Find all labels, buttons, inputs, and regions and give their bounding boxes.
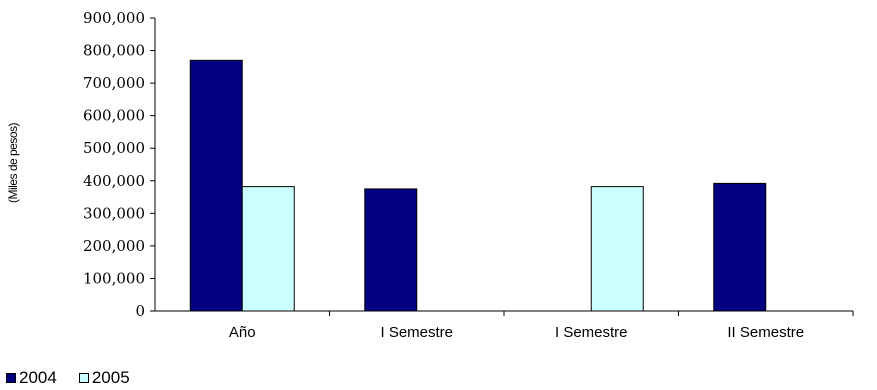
- y-axis-ticks: 0 100,000 200,000 300,000 400,000 500,000 600,…: [83, 9, 155, 320]
- y-tick-label: 700,000: [83, 74, 145, 92]
- y-tick-label: 800,000: [83, 42, 145, 60]
- bar-2005-0: [241, 186, 295, 312]
- bars: [189, 59, 767, 312]
- x-tick-label: I Semestre: [555, 324, 628, 341]
- y-tick-label: 400,000: [83, 172, 145, 190]
- y-tick-label: 200,000: [83, 237, 145, 255]
- legend-item-2005: 2005: [78, 368, 130, 388]
- legend-label-2004: 2004: [19, 368, 57, 387]
- y-tick-label: 100,000: [83, 269, 145, 287]
- y-tick-label: 900,000: [83, 9, 145, 27]
- x-axis-ticks: Año I Semestre I Semestre II Semestre: [229, 311, 854, 341]
- x-tick-label: Año: [229, 324, 256, 341]
- y-tick-label: 600,000: [83, 107, 145, 125]
- y-axis-label: (Miles de pesos): [6, 122, 20, 203]
- bar-2004-1: [364, 188, 418, 312]
- bar-2005-2: [590, 186, 644, 312]
- x-tick-label: I Semestre: [380, 324, 453, 341]
- bar-2004-0: [189, 59, 243, 312]
- legend-swatch-2004: [6, 373, 16, 383]
- legend-swatch-2005: [78, 373, 89, 383]
- y-tick-label: 500,000: [83, 139, 145, 157]
- y-tick-label: 0: [135, 302, 145, 320]
- legend: 2004 2005: [6, 368, 130, 388]
- bar-chart: (Miles de pesos) 0 100,000 200,000 300,000 4…: [6, 9, 854, 341]
- x-tick-label: II Semestre: [727, 324, 804, 341]
- legend-item-2004: 2004: [6, 368, 57, 388]
- y-tick-label: 300,000: [83, 204, 145, 222]
- legend-label-2005: 2005: [91, 368, 130, 387]
- bar-2004-3: [713, 182, 767, 312]
